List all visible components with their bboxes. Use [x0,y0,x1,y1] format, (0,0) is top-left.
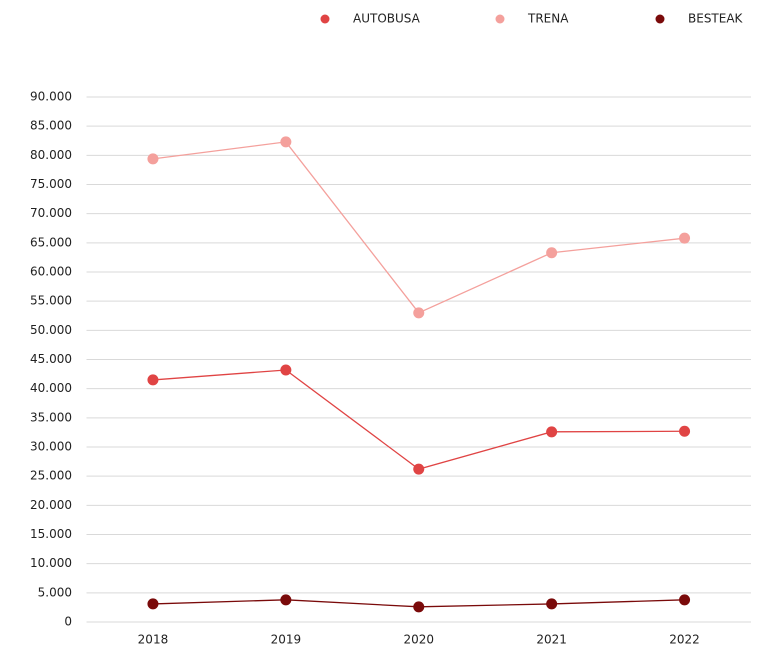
x-tick-label: 2021 [536,633,567,647]
y-tick-label: 90.000 [30,90,72,104]
x-tick-label: 2022 [669,633,700,647]
y-tick-label: 70.000 [30,206,72,220]
y-tick-label: 85.000 [30,119,72,133]
x-tick-label: 2020 [403,633,434,647]
y-tick-label: 55.000 [30,294,72,308]
y-tick-label: 65.000 [30,235,72,249]
data-point [546,598,558,610]
data-point [147,598,159,610]
y-tick-label: 5.000 [38,585,72,599]
y-tick-label: 35.000 [30,410,72,424]
data-point [679,232,691,244]
x-tick-label: 2018 [138,633,169,647]
legend-label: BESTEAK [688,12,744,26]
y-tick-label: 15.000 [30,527,72,541]
y-tick-label: 30.000 [30,440,72,454]
data-point [679,425,691,437]
legend-label: TRENA [527,12,569,26]
legend-marker [495,14,505,24]
y-tick-label: 75.000 [30,177,72,191]
y-tick-label: 0 [64,615,72,629]
series-line [152,369,685,470]
y-tick-label: 20.000 [30,498,72,512]
data-point [147,153,159,165]
x-tick-label: 2019 [271,633,302,647]
data-point [546,426,558,438]
y-tick-label: 10.000 [30,556,72,570]
data-point [679,594,691,606]
data-point [280,364,292,376]
legend-marker [320,14,330,24]
data-point [280,594,292,606]
data-point [280,136,292,148]
data-point [413,463,425,475]
data-point [147,374,159,386]
legend-marker [655,14,665,24]
data-point [413,601,425,613]
y-tick-label: 60.000 [30,265,72,279]
y-tick-label: 25.000 [30,469,72,483]
y-tick-label: 40.000 [30,381,72,395]
legend-label: AUTOBUSA [353,12,421,26]
data-point [546,247,558,259]
y-tick-label: 50.000 [30,323,72,337]
series-line [152,141,685,314]
data-point [413,307,425,319]
y-tick-label: 45.000 [30,352,72,366]
y-tick-label: 80.000 [30,148,72,162]
